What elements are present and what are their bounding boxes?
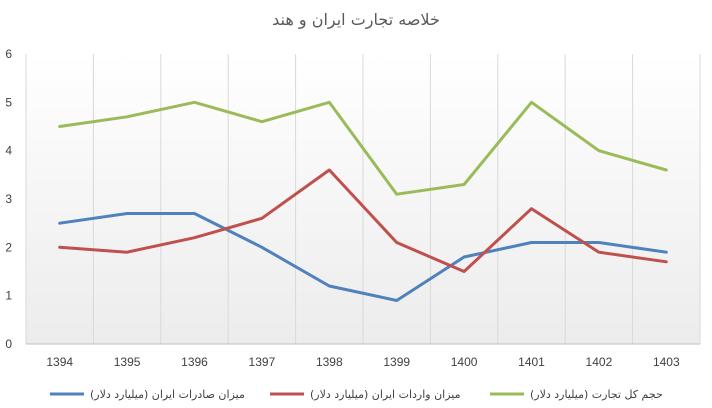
x-tick-label: 1394 <box>46 355 73 369</box>
x-tick-label: 1397 <box>249 355 276 369</box>
legend-label: میزان صادرات ایران (میلیارد دلار) <box>90 388 245 401</box>
y-tick-label: 2 <box>5 240 12 254</box>
y-tick-label: 3 <box>5 192 12 206</box>
series-line-2 <box>58 168 668 273</box>
series-lines <box>58 100 668 302</box>
x-tick-label: 1403 <box>653 355 680 369</box>
x-tick-label: 1402 <box>586 355 613 369</box>
legend-item-2: میزان واردات ایران (میلیارد دلار) <box>270 388 461 401</box>
legend-item-1: میزان صادرات ایران (میلیارد دلار) <box>50 388 245 401</box>
y-tick-label: 4 <box>5 144 12 158</box>
x-tick-label: 1401 <box>518 355 545 369</box>
y-tick-label: 1 <box>5 289 12 303</box>
legend: میزان صادرات ایران (میلیارد دلار) میزان و… <box>50 388 663 401</box>
legend-label: حجم کل تجارت (میلیارد دلار) <box>530 388 663 401</box>
x-tick-label: 1399 <box>383 355 410 369</box>
chart-title: خلاصه تجارت ایران و هند <box>272 10 440 30</box>
y-tick-label: 5 <box>5 95 12 109</box>
y-axis: 0 1 2 3 4 5 6 <box>5 47 12 351</box>
x-tick-label: 1395 <box>114 355 141 369</box>
gridlines <box>25 54 701 345</box>
x-tick-label: 1400 <box>451 355 478 369</box>
x-tick-label: 1396 <box>181 355 208 369</box>
series-line-1 <box>58 212 668 302</box>
x-tick-label: 1398 <box>316 355 343 369</box>
y-tick-label: 6 <box>5 47 12 61</box>
series-line-3 <box>58 100 668 196</box>
legend-item-3: حجم کل تجارت (میلیارد دلار) <box>490 388 663 401</box>
y-tick-label: 0 <box>5 337 12 351</box>
legend-label: میزان واردات ایران (میلیارد دلار) <box>310 388 461 401</box>
x-axis: 1394 1395 1396 1397 1398 1399 1400 1401 1402 1403 <box>46 355 680 369</box>
